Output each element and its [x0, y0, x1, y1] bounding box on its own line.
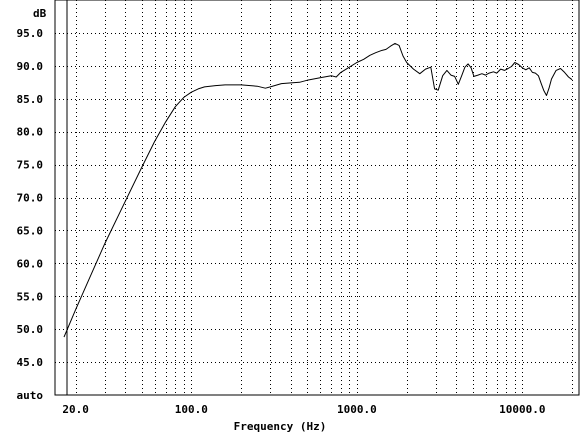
y-tick-label: 80.0	[17, 126, 44, 139]
x-tick-label: 10000.0	[499, 403, 545, 416]
y-tick-label: 95.0	[17, 27, 44, 40]
x-tick-label: 100.0	[175, 403, 208, 416]
y-tick-label: 75.0	[17, 159, 44, 172]
series-layer	[63, 42, 573, 338]
grid-lines	[55, 0, 579, 395]
y-tick-label: auto	[17, 389, 44, 402]
y-tick-label: 45.0	[17, 356, 44, 369]
plot-frame	[54, 0, 580, 396]
tick-labels: 95.0 90.0 85.0 80.0 75.0 70.0 65.0 60.0 55.0 50.0…	[17, 27, 546, 416]
y-tick-label: 85.0	[17, 93, 44, 106]
y-tick-label: 65.0	[17, 224, 44, 237]
response-curve	[63, 42, 573, 338]
x-tick-label: 1000.0	[337, 403, 377, 416]
x-tick-label: 20.0	[62, 403, 89, 416]
x-axis-title: Frequency (Hz)	[234, 420, 327, 433]
y-tick-label: 70.0	[17, 192, 44, 205]
y-tick-label: 60.0	[17, 257, 44, 270]
y-axis-title: dB	[33, 7, 47, 20]
y-tick-label: 90.0	[17, 60, 44, 73]
y-tick-label: 55.0	[17, 290, 44, 303]
y-tick-label: 50.0	[17, 323, 44, 336]
